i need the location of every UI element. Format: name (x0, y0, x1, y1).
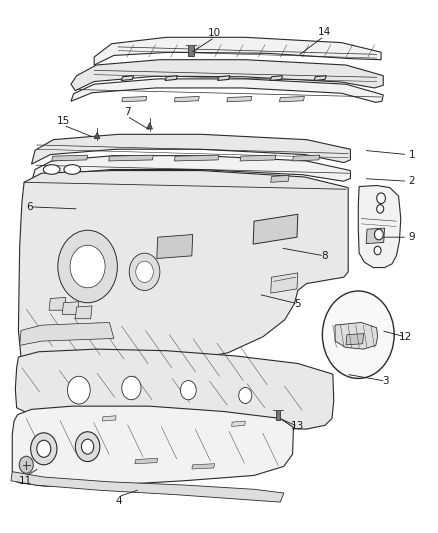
Polygon shape (335, 322, 378, 349)
Polygon shape (49, 297, 66, 310)
Polygon shape (121, 76, 134, 80)
Polygon shape (75, 306, 92, 319)
Circle shape (374, 246, 381, 255)
Polygon shape (18, 171, 348, 368)
Circle shape (81, 439, 94, 454)
Polygon shape (271, 175, 289, 182)
Polygon shape (157, 235, 193, 259)
Circle shape (136, 261, 153, 282)
Polygon shape (32, 134, 350, 164)
Circle shape (75, 432, 100, 462)
Polygon shape (32, 156, 350, 182)
Polygon shape (346, 334, 364, 345)
Polygon shape (271, 273, 298, 293)
Text: 9: 9 (408, 232, 415, 242)
Polygon shape (147, 123, 152, 129)
Polygon shape (71, 79, 383, 102)
Circle shape (37, 440, 51, 457)
Circle shape (19, 456, 33, 473)
Circle shape (374, 229, 383, 240)
Text: 2: 2 (408, 176, 415, 186)
Polygon shape (366, 228, 385, 244)
Text: 15: 15 (57, 116, 70, 126)
Polygon shape (165, 76, 177, 80)
Polygon shape (232, 421, 245, 426)
Polygon shape (174, 96, 199, 102)
Polygon shape (253, 214, 298, 244)
Circle shape (377, 193, 385, 204)
Polygon shape (314, 76, 326, 80)
Circle shape (377, 205, 384, 213)
Text: 5: 5 (294, 299, 301, 309)
Bar (188, 45, 194, 56)
Circle shape (70, 245, 105, 288)
Circle shape (31, 433, 57, 465)
Text: 6: 6 (26, 202, 33, 212)
Polygon shape (71, 60, 383, 91)
Polygon shape (102, 416, 116, 421)
Bar (276, 410, 280, 420)
Polygon shape (227, 96, 252, 102)
Circle shape (239, 387, 252, 403)
Ellipse shape (64, 165, 81, 174)
Polygon shape (218, 76, 230, 80)
Polygon shape (11, 472, 284, 502)
Polygon shape (122, 96, 147, 102)
Text: 13: 13 (291, 422, 304, 431)
Ellipse shape (43, 165, 60, 174)
Polygon shape (62, 302, 79, 314)
Polygon shape (52, 155, 88, 161)
Text: 11: 11 (19, 476, 32, 486)
Polygon shape (94, 132, 100, 139)
Text: 1: 1 (408, 150, 415, 159)
Polygon shape (270, 76, 283, 80)
Text: 4: 4 (115, 496, 122, 506)
Polygon shape (192, 464, 215, 469)
Polygon shape (109, 155, 153, 161)
Polygon shape (94, 37, 381, 65)
Polygon shape (15, 349, 334, 429)
Circle shape (322, 291, 394, 378)
Text: 3: 3 (382, 376, 389, 386)
Circle shape (129, 253, 160, 290)
Polygon shape (174, 155, 219, 161)
Polygon shape (279, 96, 304, 102)
Polygon shape (240, 155, 276, 161)
Polygon shape (293, 155, 320, 161)
Circle shape (58, 230, 117, 303)
Text: 10: 10 (208, 28, 221, 38)
Circle shape (67, 376, 90, 404)
Circle shape (180, 381, 196, 400)
Polygon shape (135, 458, 158, 464)
Text: 7: 7 (124, 107, 131, 117)
Text: 14: 14 (318, 27, 331, 37)
Polygon shape (12, 406, 293, 486)
Polygon shape (20, 322, 114, 345)
Circle shape (122, 376, 141, 400)
Text: 12: 12 (399, 332, 412, 342)
Text: 8: 8 (321, 251, 328, 261)
Polygon shape (358, 185, 401, 268)
